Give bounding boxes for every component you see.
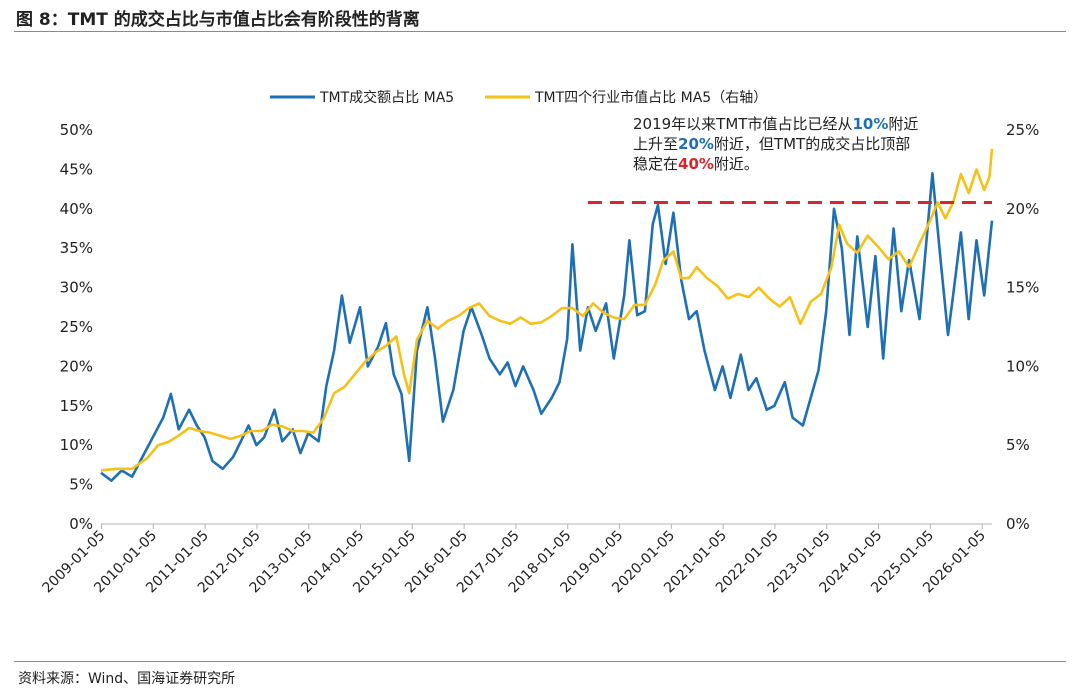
y-axis-left-ticks: 0% 5% 10% 15% 20% 25% 30% 35% 40% 45% 50% [60,121,93,533]
y-left-tick-label: 30% [60,279,93,297]
y-right-tick-label: 0% [1006,515,1030,533]
annotation-line-1: 2019年以来TMT市值占比已经从10%附近 [633,115,918,133]
source-note: 资料来源：Wind、国海证券研究所 [18,671,236,687]
y-left-tick-label: 45% [60,160,93,178]
y-left-tick-label: 15% [60,397,93,415]
annotation-highlight-40pct: 40% [678,155,714,173]
y-right-tick-label: 25% [1006,121,1039,139]
annotation-line-2-tail: 附近，但TMT的成交占比顶部 [714,135,910,153]
y-right-tick-label: 10% [1006,357,1039,375]
title-divider [14,31,1066,32]
annotation-line-2: 上升至20%附近，但TMT的成交占比顶部 [633,135,910,153]
y-right-tick-label: 15% [1006,279,1039,297]
annotation-highlight-20pct: 20% [678,135,714,153]
y-left-tick-label: 25% [60,318,93,336]
annotation-line-3-tail: 附近。 [714,155,759,173]
series-lines [100,148,994,482]
y-right-tick-label: 20% [1006,200,1039,218]
y-axis-right-ticks: 0% 5% 10% 15% 20% 25% [1006,121,1039,533]
legend-label-tmt-turnover: TMT成交额占比 MA5 [319,89,454,106]
y-left-tick-label: 10% [60,436,93,454]
annotation-line-2-text: 上升至 [633,135,678,153]
annotation-highlight-10pct: 10% [852,115,888,133]
x-axis-ticks: 2009-01-052010-01-052011-01-052012-01-05… [39,524,989,596]
y-left-tick-label: 50% [60,121,93,139]
annotation-line-1-tail: 附近 [888,115,918,133]
legend: TMT成交额占比 MA5 TMT四个行业市值占比 MA5（右轴） [270,89,767,106]
y-left-tick-label: 35% [60,239,93,257]
figure-title: 图 8：TMT 的成交占比与市值占比会有阶段性的背离 [16,10,420,30]
annotation: 2019年以来TMT市值占比已经从10%附近 上升至20%附近，但TMT的成交占… [633,115,918,173]
y-left-tick-label: 0% [69,515,93,533]
annotation-line-3: 稳定在40%附近。 [633,155,759,173]
annotation-line-3-text: 稳定在 [633,155,678,173]
y-left-tick-label: 40% [60,200,93,218]
chart: 0% 5% 10% 15% 20% 25% 30% 35% 40% 45% 50% 0% 5% 10% 1… [39,89,1039,596]
y-left-tick-label: 20% [60,357,93,375]
source-divider [14,661,1066,662]
y-right-tick-label: 5% [1006,436,1030,454]
legend-label-tmt-marketcap: TMT四个行业市值占比 MA5（右轴） [534,89,767,106]
annotation-line-1-text: 2019年以来TMT市值占比已经从 [633,115,852,133]
y-left-tick-label: 5% [69,476,93,494]
series-line-tmt-turnover [100,172,994,482]
series-line-tmt-marketcap [100,148,994,472]
